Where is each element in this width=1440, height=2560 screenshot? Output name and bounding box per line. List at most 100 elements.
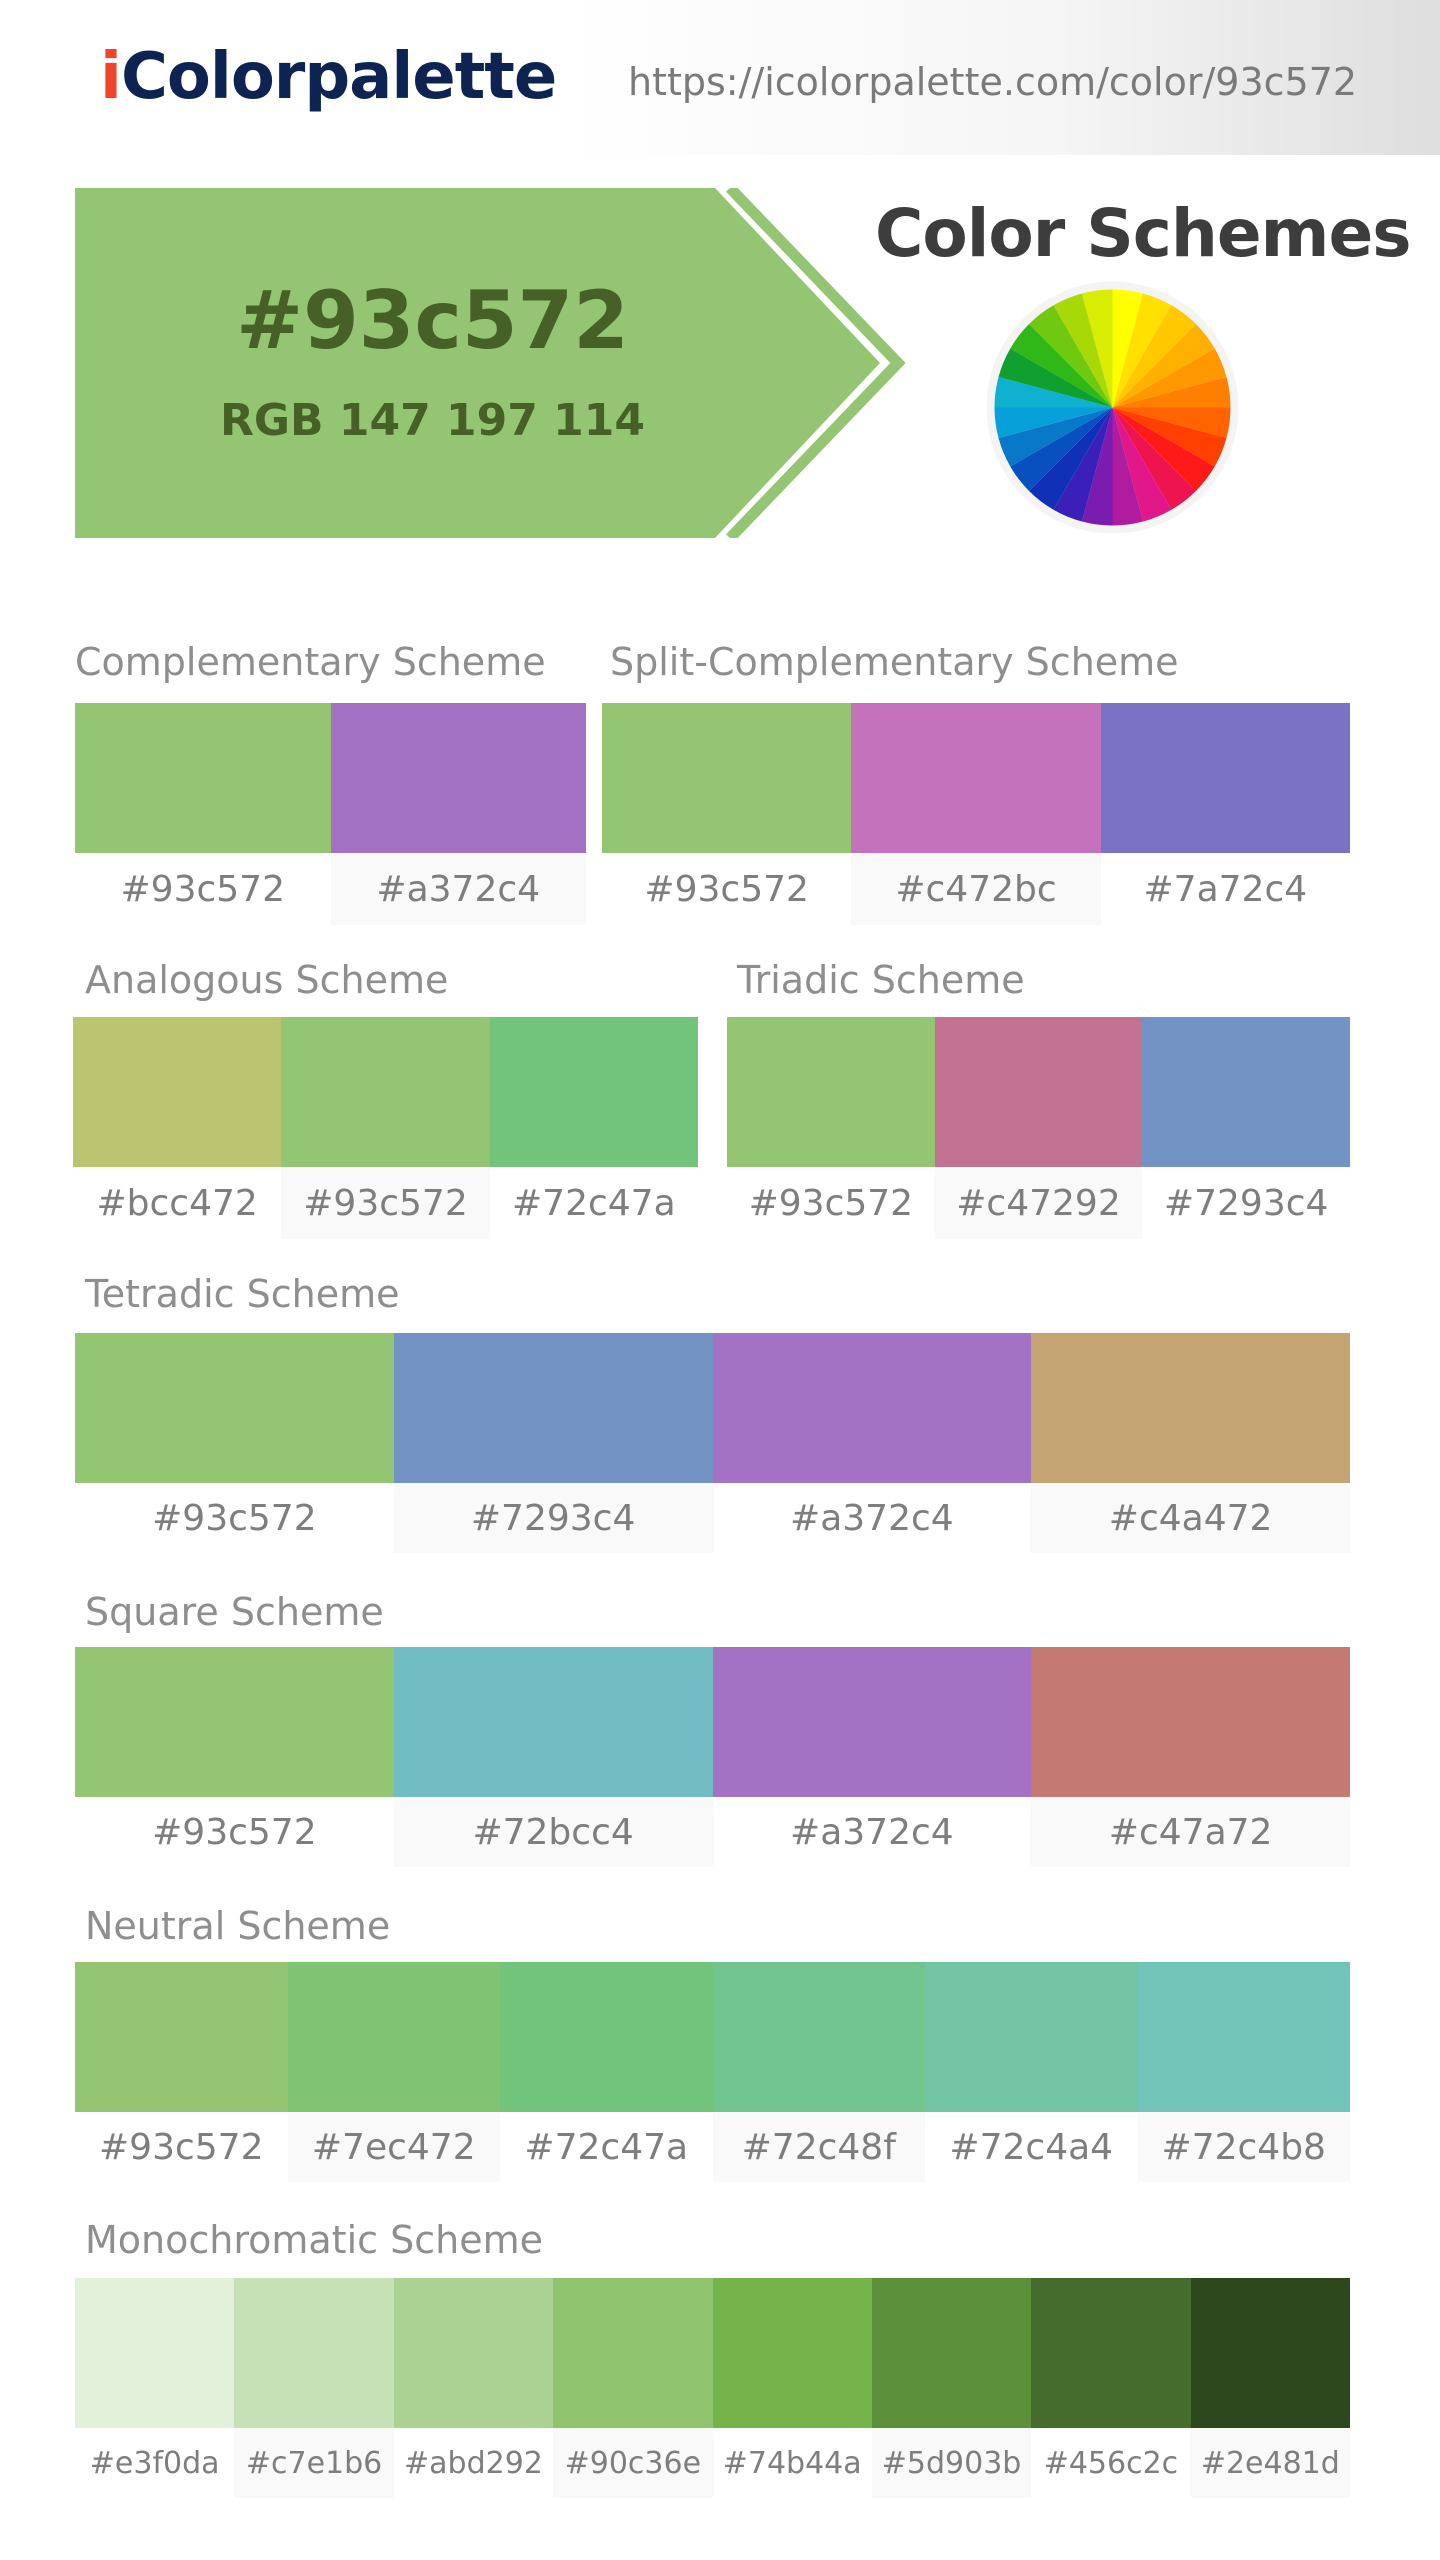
color-wheel-slice	[1112, 376, 1231, 408]
site-logo[interactable]: iColorpalette	[100, 40, 557, 114]
color-hex-label[interactable]: #74b44a	[722, 2445, 862, 2481]
color-hex-label[interactable]: #a372c4	[790, 1811, 954, 1853]
complementary-labels: #93c572 #a372c4	[75, 853, 586, 925]
color-swatch[interactable]	[1142, 1017, 1351, 1167]
color-hex-label[interactable]: #93c572	[281, 1167, 490, 1239]
color-hex-label[interactable]: #7ec472	[287, 2112, 500, 2182]
color-swatch[interactable]	[393, 2278, 554, 2428]
color-hex-label[interactable]: #c7e1b6	[234, 2428, 394, 2498]
color-wheel-slice	[1112, 407, 1172, 522]
color-wheel-slice	[1112, 407, 1144, 526]
color-wheel-slice	[1112, 305, 1196, 408]
color-swatch[interactable]	[1100, 703, 1350, 853]
neutral-swatches	[75, 1962, 1350, 2112]
color-hex-label[interactable]: #bcc472	[96, 1182, 258, 1224]
color-hex-label[interactable]: #93c572	[152, 1811, 317, 1853]
color-swatch[interactable]	[712, 2278, 872, 2428]
color-wheel-slice	[1053, 293, 1113, 408]
color-swatch[interactable]	[393, 1333, 713, 1483]
color-hex-label[interactable]: #7293c4	[1163, 1182, 1329, 1224]
color-hex-label[interactable]: #72bcc4	[393, 1797, 713, 1867]
header-background	[560, 0, 1440, 155]
color-swatch[interactable]	[75, 1962, 288, 2112]
color-swatch[interactable]	[1031, 2278, 1191, 2428]
color-hex-label[interactable]: #93c572	[152, 1497, 317, 1539]
color-hex-label[interactable]: #7293c4	[393, 1483, 713, 1553]
color-hex-label[interactable]: #c47292	[934, 1167, 1143, 1239]
color-hex-label[interactable]: #a372c4	[790, 1497, 954, 1539]
color-hex-label[interactable]: #a372c4	[330, 853, 586, 925]
color-wheel-slice	[1112, 407, 1227, 467]
split-complementary-swatches	[602, 703, 1350, 853]
analogous-swatches	[73, 1017, 698, 1167]
color-swatch[interactable]	[712, 1647, 1032, 1797]
color-hex-label[interactable]: #2e481d	[1190, 2428, 1350, 2498]
color-hex-label[interactable]: #c4a472	[1031, 1483, 1350, 1553]
color-wheel-slice	[1112, 407, 1231, 439]
color-swatch[interactable]	[712, 1333, 1032, 1483]
color-swatch[interactable]	[75, 2278, 235, 2428]
neutral-labels: #93c572 #7ec472 #72c47a #72c48f #72c4a4 #72c4…	[75, 2112, 1350, 2182]
color-hex-label[interactable]: #e3f0da	[89, 2445, 220, 2481]
color-wheel-slice	[1010, 324, 1113, 408]
color-swatch[interactable]	[281, 1017, 490, 1167]
triadic-swatches	[727, 1017, 1351, 1167]
color-wheel-slice	[1081, 289, 1113, 408]
color-hex-label[interactable]: #7a72c4	[1143, 868, 1308, 910]
color-hex-label[interactable]: #abd292	[404, 2445, 543, 2481]
color-swatch[interactable]	[75, 703, 331, 853]
analogous-scheme-title: Analogous Scheme	[85, 958, 449, 1002]
color-hex-label[interactable]: #72c47a	[524, 2126, 689, 2168]
color-hex-label[interactable]: #72c4a4	[949, 2126, 1114, 2168]
color-swatch[interactable]	[489, 1017, 698, 1167]
color-wheel-slice	[1112, 293, 1172, 408]
square-scheme-title: Square Scheme	[85, 1590, 384, 1634]
color-wheel-slice	[994, 376, 1113, 408]
color-wheel-slice	[1081, 407, 1113, 526]
color-swatch[interactable]	[393, 1647, 713, 1797]
color-swatch[interactable]	[1031, 1647, 1350, 1797]
color-wheel-slice	[994, 407, 1113, 439]
monochromatic-labels: #e3f0da #c7e1b6 #abd292 #90c36e #74b44a #5d90…	[75, 2428, 1350, 2498]
color-hex-label[interactable]: #93c572	[748, 1182, 914, 1224]
color-hex-label[interactable]: #72c48f	[712, 2112, 925, 2182]
triadic-scheme-title: Triadic Scheme	[737, 958, 1025, 1002]
color-wheel-slice	[1112, 348, 1227, 408]
color-swatch[interactable]	[287, 1962, 500, 2112]
color-swatch[interactable]	[727, 1017, 935, 1167]
color-swatch[interactable]	[73, 1017, 282, 1167]
color-hex-label[interactable]: #90c36e	[553, 2428, 713, 2498]
color-swatch[interactable]	[1137, 1962, 1350, 2112]
color-wheel-slice	[1029, 305, 1113, 408]
color-hex-label[interactable]: #72c47a	[512, 1182, 676, 1224]
color-swatch[interactable]	[1031, 1333, 1350, 1483]
color-swatch[interactable]	[500, 1962, 713, 2112]
color-swatch[interactable]	[75, 1333, 394, 1483]
color-swatch[interactable]	[1190, 2278, 1350, 2428]
tetradic-swatches	[75, 1333, 1350, 1483]
color-hex-label[interactable]: #c472bc	[851, 853, 1101, 925]
color-swatch[interactable]	[871, 2278, 1032, 2428]
color-wheel-slice	[1053, 407, 1113, 522]
color-hex-label[interactable]: #93c572	[120, 868, 285, 910]
square-swatches	[75, 1647, 1350, 1797]
color-hex-label[interactable]: #456c2c	[1043, 2445, 1179, 2481]
color-swatch[interactable]	[712, 1962, 925, 2112]
color-hex-label[interactable]: #5d903b	[871, 2428, 1032, 2498]
color-hex-label[interactable]: #72c4b8	[1137, 2112, 1350, 2182]
color-swatch[interactable]	[330, 703, 586, 853]
color-swatch[interactable]	[234, 2278, 394, 2428]
page-url: https://icolorpalette.com/color/93c572	[628, 60, 1358, 104]
color-wheel-slice	[1010, 407, 1113, 491]
color-hex-label[interactable]: #93c572	[644, 868, 809, 910]
color-swatch[interactable]	[602, 703, 852, 853]
color-swatch[interactable]	[75, 1647, 394, 1797]
color-hex-label[interactable]: #93c572	[99, 2126, 264, 2168]
hero-rgb-value: RGB 147 197 114	[219, 394, 646, 446]
color-swatch[interactable]	[851, 703, 1101, 853]
color-swatch[interactable]	[934, 1017, 1143, 1167]
color-wheel-slice	[998, 348, 1113, 408]
color-swatch[interactable]	[553, 2278, 713, 2428]
color-hex-label[interactable]: #c47a72	[1031, 1797, 1350, 1867]
color-swatch[interactable]	[925, 1962, 1138, 2112]
